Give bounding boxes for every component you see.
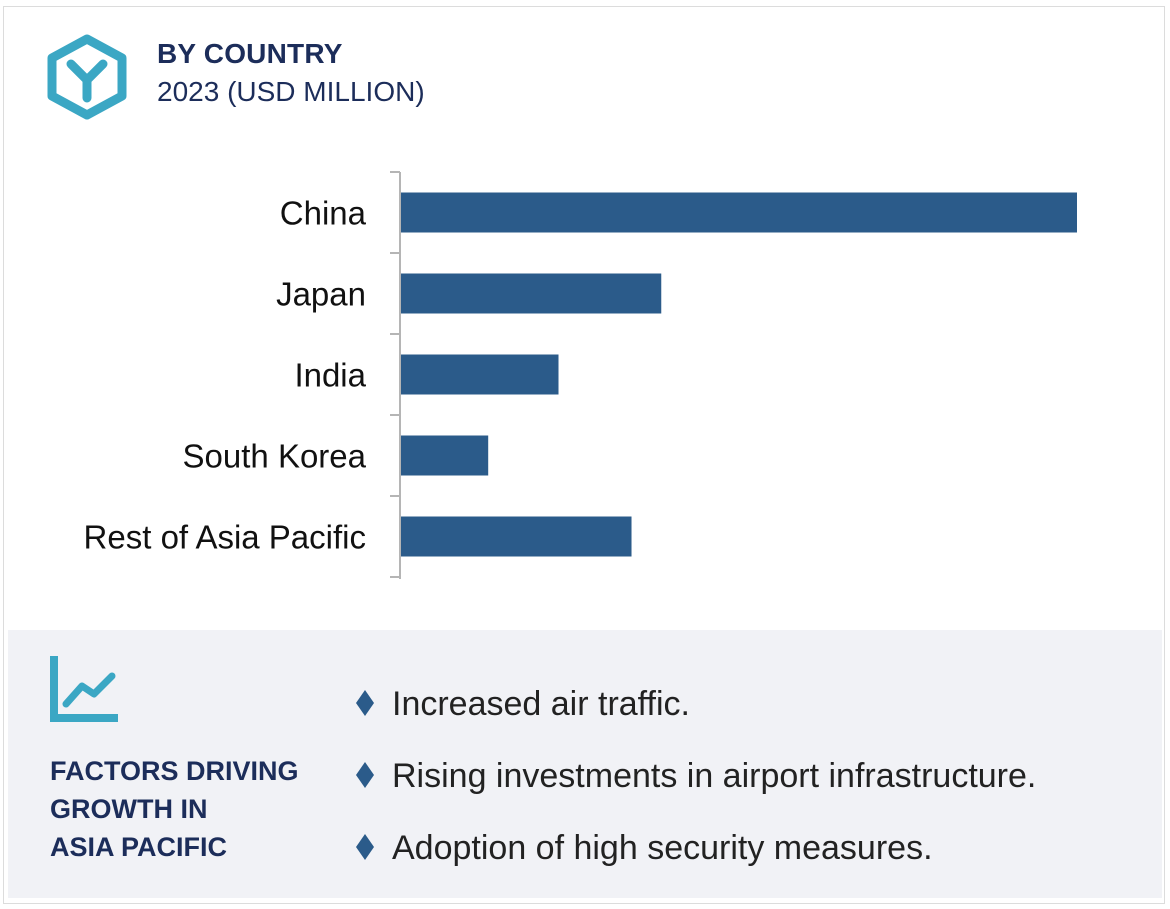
factors-list: Increased air traffic. Rising investment…: [356, 682, 1036, 898]
factor-text: Adoption of high security measures.: [392, 829, 933, 867]
bar: [401, 435, 489, 476]
factor-text: Rising investments in airport infrastruc…: [392, 757, 1037, 795]
category-label: Rest of Asia Pacific: [84, 519, 366, 556]
diamond-bullet-icon: [356, 762, 374, 788]
factors-heading: FACTORS DRIVING GROWTH IN ASIA PACIFIC: [50, 752, 330, 866]
diamond-bullet-icon: [356, 834, 374, 860]
chart-subtitle: 2023 (USD MILLION): [157, 76, 425, 107]
factors-heading-line: FACTORS DRIVING: [50, 756, 299, 786]
list-item: Adoption of high security measures.: [356, 826, 1036, 898]
bar: [401, 354, 559, 395]
factors-panel: FACTORS DRIVING GROWTH IN ASIA PACIFIC I…: [8, 630, 1162, 898]
list-item: Rising investments in airport infrastruc…: [356, 754, 1036, 826]
category-label: Japan: [276, 276, 366, 313]
factors-heading-line: ASIA PACIFIC: [50, 832, 228, 862]
bar: [401, 273, 662, 314]
bar-chart: China Japan India South Korea Rest of Asia P…: [84, 171, 1077, 579]
factor-text: Increased air traffic.: [392, 685, 690, 723]
chart-title: BY COUNTRY: [157, 38, 343, 69]
diamond-bullet-icon: [356, 690, 374, 716]
bar: [401, 192, 1077, 233]
bar: [401, 516, 632, 557]
list-item: Increased air traffic.: [356, 682, 1036, 754]
hexagon-y-logo-icon: [47, 34, 127, 120]
factors-heading-line: GROWTH IN: [50, 794, 208, 824]
category-label: South Korea: [183, 438, 367, 475]
category-label: China: [280, 195, 367, 232]
growth-line-chart-icon: [50, 656, 118, 722]
category-label: India: [294, 357, 366, 394]
